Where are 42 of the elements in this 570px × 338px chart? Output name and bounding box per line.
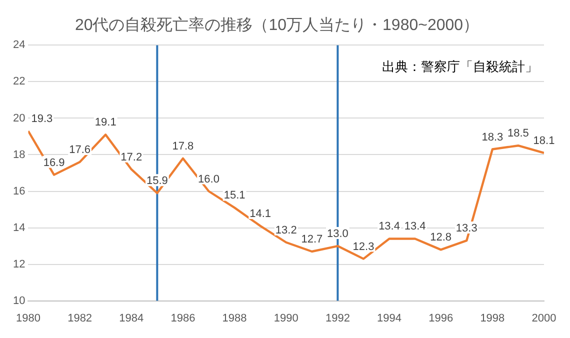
y-tick-label: 12	[12, 258, 26, 270]
x-tick-label: 1982	[68, 312, 92, 324]
text: 12.8	[430, 232, 452, 244]
text: 18.3	[482, 131, 504, 144]
text: 19.1	[94, 116, 116, 129]
y-tick-label: 16	[12, 185, 26, 198]
text: 12.3	[352, 240, 374, 253]
text: 13.2	[275, 224, 297, 236]
text: 13.4	[378, 220, 400, 233]
y-tick-label: 24	[12, 39, 26, 52]
text: 17.8	[172, 140, 194, 152]
text: 18.1	[533, 134, 555, 147]
text: 13.0	[326, 228, 348, 240]
text: 16.0	[198, 173, 220, 186]
x-tick-label: 1994	[377, 312, 402, 324]
y-tick-label: 14	[12, 222, 26, 234]
x-tick-label: 1984	[119, 312, 144, 324]
text: 15.1	[224, 190, 246, 202]
text: 12.7	[301, 234, 323, 246]
y-tick-label: 18	[12, 148, 26, 161]
chart-title: 20代の自殺死亡率の推移（10万人当たり・1980~2000）	[74, 16, 480, 34]
text: 14.1	[250, 208, 272, 220]
text: 15.9	[146, 175, 168, 188]
text: 17.6	[69, 144, 91, 156]
x-tick-label: 1988	[222, 312, 247, 324]
text: 13.4	[404, 220, 426, 233]
text: 17.2	[120, 151, 142, 164]
y-tick-label: 20	[12, 112, 26, 124]
text: 16.9	[43, 156, 65, 169]
annotation: 出典：警察庁「自殺統計」	[382, 59, 538, 74]
x-tick-label: 2000	[532, 312, 556, 324]
x-tick-label: 1998	[480, 312, 505, 324]
x-tick-label: 1986	[170, 312, 196, 324]
text: 18.5	[508, 128, 529, 140]
y-tick-label: 10	[12, 294, 26, 307]
y-tick-label: 22	[12, 76, 26, 88]
x-tick-label: 1980	[16, 312, 40, 324]
x-tick-label: 1996	[428, 312, 454, 324]
x-tick-label: 1990	[274, 312, 298, 324]
text: 19.3	[31, 113, 53, 126]
x-tick-label: 1992	[325, 312, 350, 324]
text: 13.3	[456, 222, 478, 235]
